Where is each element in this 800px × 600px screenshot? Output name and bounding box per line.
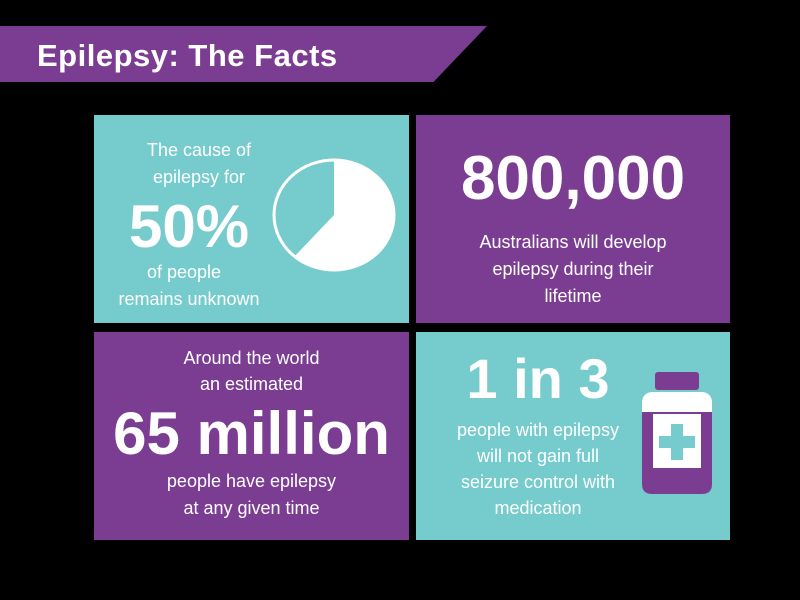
fact-text: remains unknown bbox=[118, 289, 260, 309]
pie-chart-icon bbox=[272, 158, 396, 272]
fact-text: of people bbox=[146, 262, 222, 282]
fact-text: The cause of bbox=[146, 140, 252, 160]
fact-text: Around the world bbox=[183, 348, 320, 368]
title-banner bbox=[0, 26, 487, 82]
fact-text: epilepsy for bbox=[152, 167, 246, 187]
page-title: Epilepsy: The Facts bbox=[37, 38, 338, 73]
medicine-bottle-icon bbox=[642, 372, 712, 494]
fact-text: medication bbox=[494, 498, 582, 518]
fact-text: seizure control with bbox=[460, 472, 616, 492]
fact-highlight: 65 million bbox=[113, 400, 390, 467]
fact-text: at any given time bbox=[183, 498, 320, 518]
fact-text: an estimated bbox=[199, 374, 304, 394]
fact-text: people with epilepsy bbox=[456, 420, 620, 440]
fact-text: people have epilepsy bbox=[166, 471, 337, 491]
fact-card-australians: 800,000 Australians will develop epileps… bbox=[416, 115, 730, 323]
fact-text: will not gain full bbox=[476, 446, 600, 466]
fact-card-cause-unknown: The cause of epilepsy for 50% of people … bbox=[94, 115, 409, 323]
fact-text: epilepsy during their bbox=[492, 259, 654, 279]
fact-text: Australians will develop bbox=[479, 232, 667, 252]
fact-card-seizure-control: 1 in 3 people with epilepsy will not gai… bbox=[416, 332, 730, 540]
fact-highlight: 50% bbox=[128, 193, 250, 260]
fact-card-worldwide: Around the world an estimated 65 million… bbox=[94, 332, 409, 540]
fact-text: lifetime bbox=[544, 286, 602, 306]
fact-highlight: 1 in 3 bbox=[466, 347, 610, 410]
fact-highlight: 800,000 bbox=[460, 144, 686, 213]
